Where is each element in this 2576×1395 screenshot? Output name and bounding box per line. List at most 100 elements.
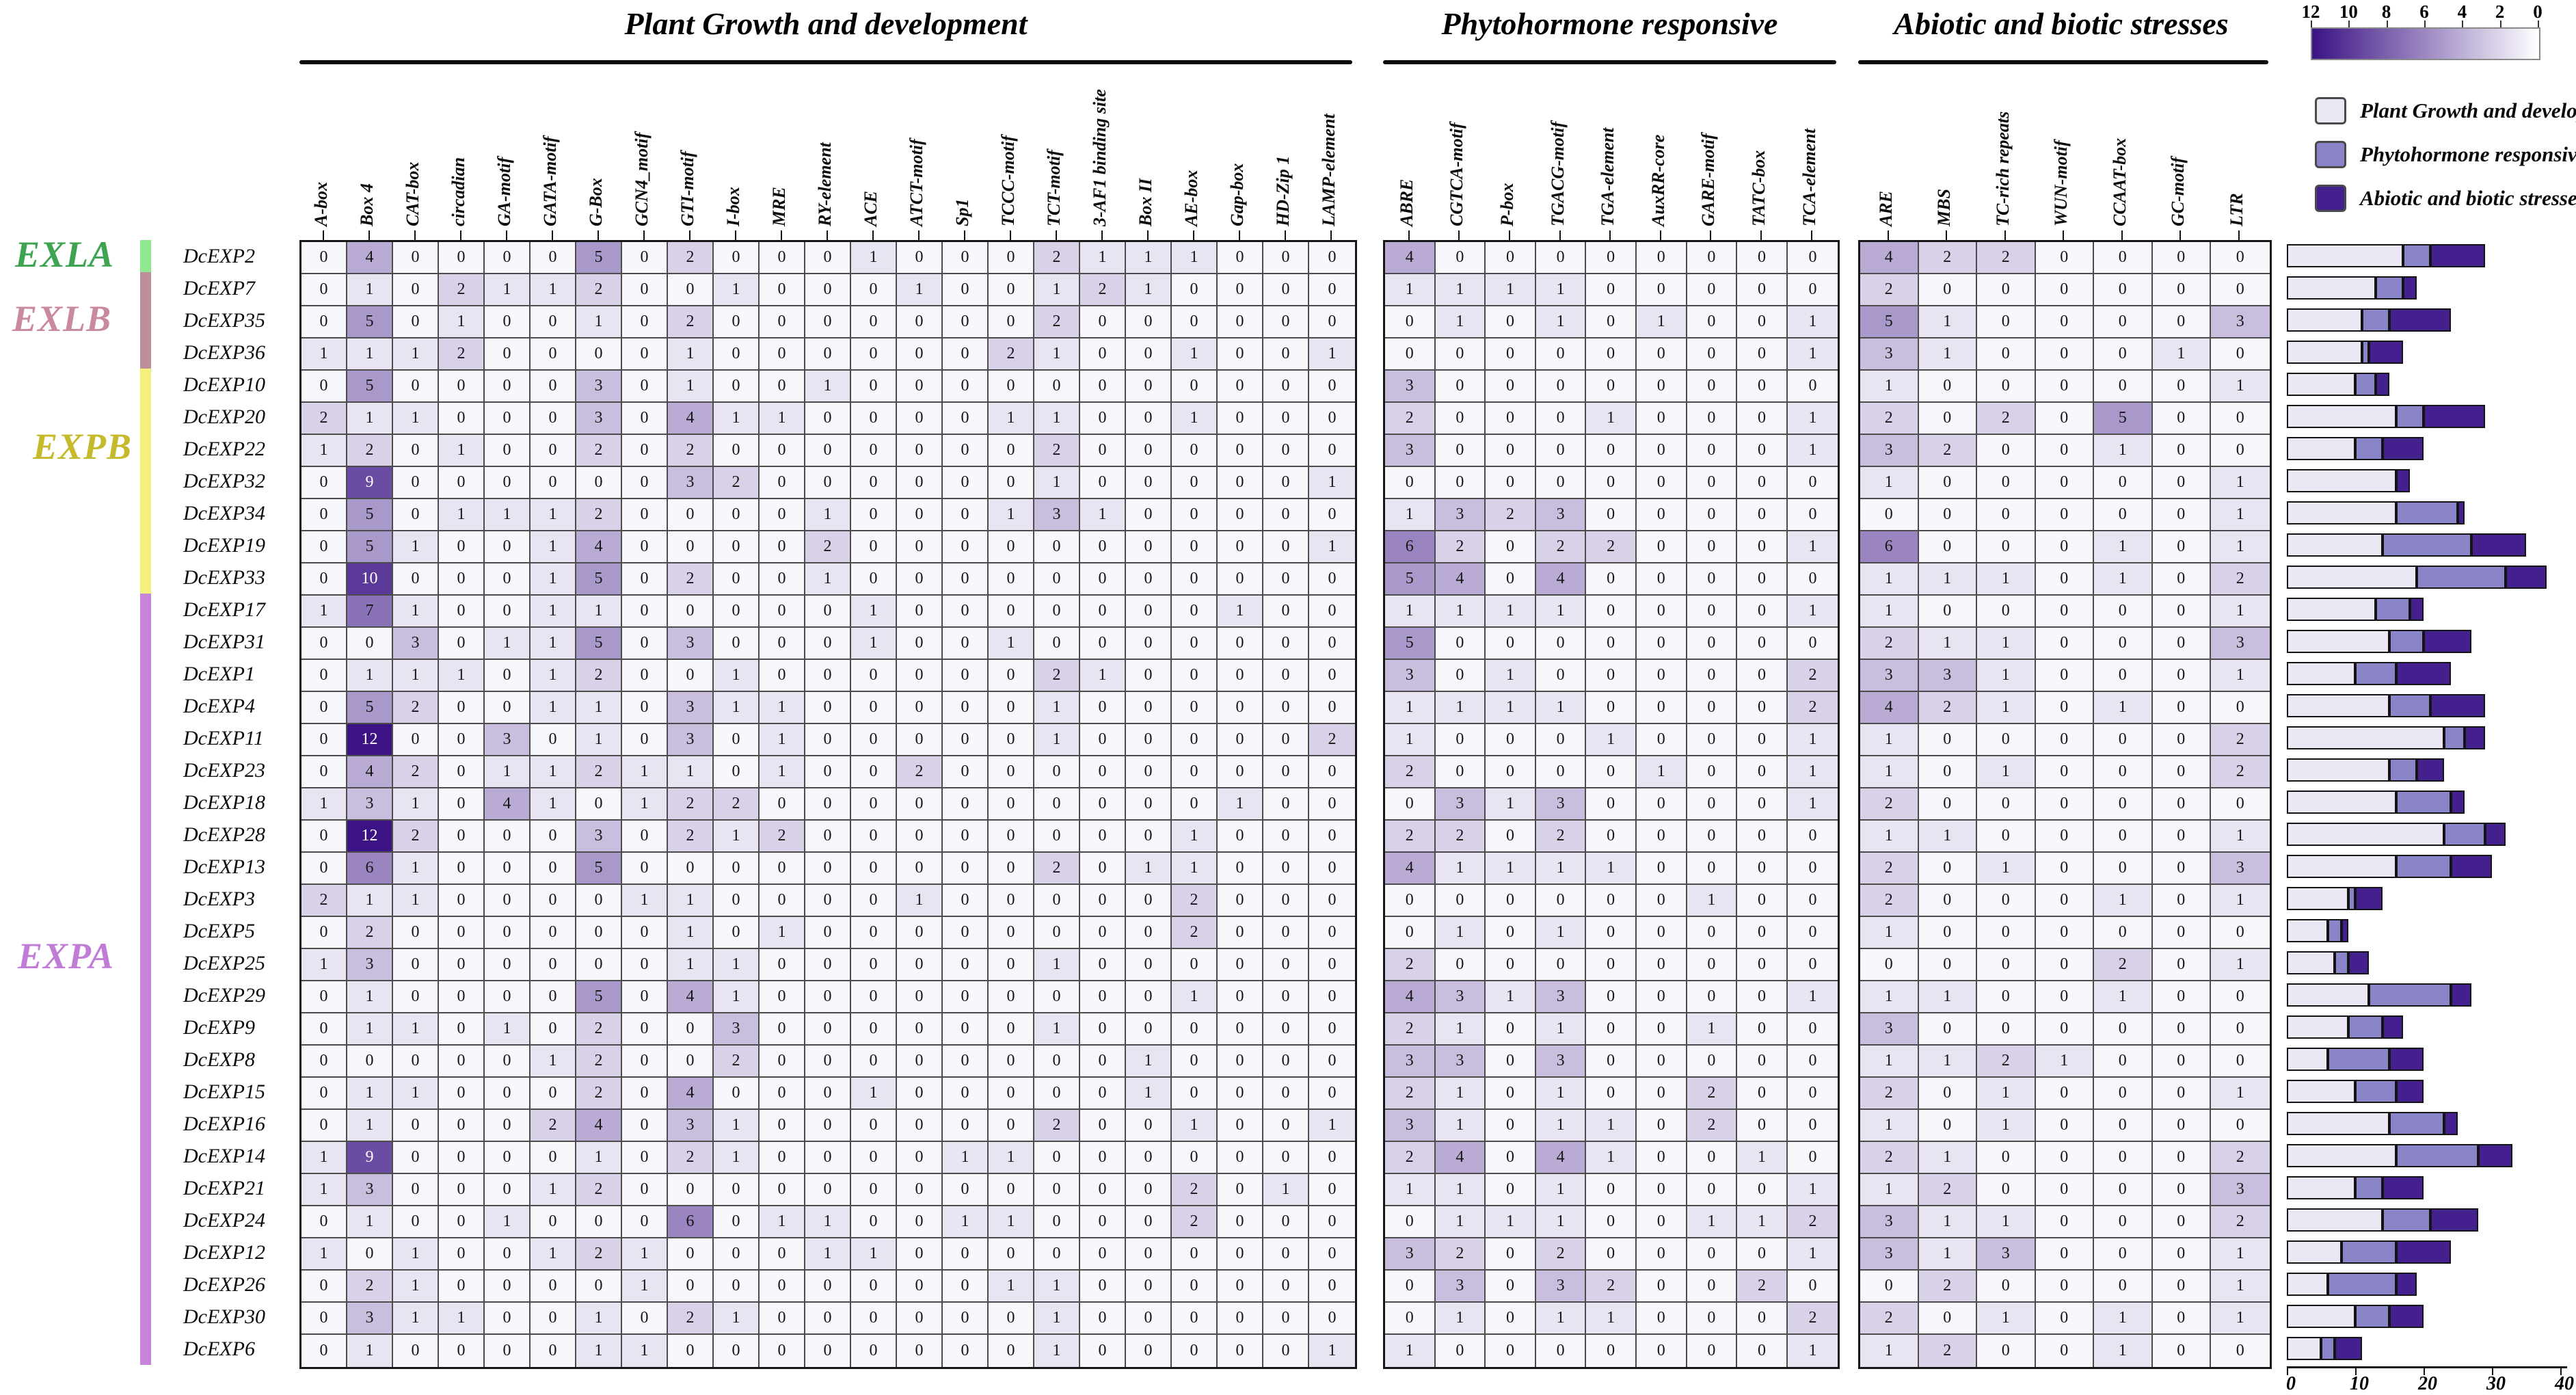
heatmap-cell: 0 xyxy=(531,435,576,467)
heatmap-cell: 1 xyxy=(2211,1303,2270,1335)
heatmap-cell: 0 xyxy=(1126,1206,1172,1238)
heatmap-cell: 0 xyxy=(2035,724,2094,756)
heatmap-cell: 1 xyxy=(714,692,760,724)
heatmap-cell: 0 xyxy=(531,467,576,499)
bar-segment-hormone xyxy=(2342,1240,2396,1264)
heatmap-cell: 0 xyxy=(1309,274,1355,306)
heatmap-cell: 0 xyxy=(1080,371,1126,403)
heatmap-cell: 0 xyxy=(1172,724,1218,756)
heatmap-cell: 1 xyxy=(393,1271,439,1303)
heatmap-cell: 0 xyxy=(2152,692,2211,724)
heatmap-cell: 0 xyxy=(851,1046,897,1078)
heatmap-cell: 0 xyxy=(2094,821,2153,853)
heatmap-cell: 3 xyxy=(1535,788,1587,821)
heatmap-cell: 0 xyxy=(2035,338,2094,371)
heatmap-cell: 0 xyxy=(1435,949,1486,981)
heatmap-cell: 0 xyxy=(897,821,943,853)
heatmap-cell: 0 xyxy=(576,949,622,981)
heatmap-cell: 0 xyxy=(1126,435,1172,467)
heatmap-cell: 0 xyxy=(805,821,851,853)
heatmap-cell: 0 xyxy=(2094,274,2153,306)
heatmap-cell: 0 xyxy=(485,1335,531,1367)
bar-segment-hormone xyxy=(2403,244,2430,267)
heatmap-cell: 0 xyxy=(989,1013,1034,1046)
column-header-growth: TCT-motif xyxy=(1032,72,1078,240)
heatmap-cell: 0 xyxy=(439,596,485,628)
heatmap-cell: 1 xyxy=(622,1335,668,1367)
heatmap-cell: 0 xyxy=(1218,435,1263,467)
heatmap-cell: 0 xyxy=(1435,1335,1486,1367)
heatmap-cell: 0 xyxy=(1787,1271,1838,1303)
heatmap-cell: 0 xyxy=(1126,531,1172,563)
column-header-hormone: CGTCA-motif xyxy=(1434,72,1484,240)
heatmap-cell: 3 xyxy=(1435,788,1486,821)
heatmap-cell: 0 xyxy=(1172,660,1218,692)
heatmap-cell: 0 xyxy=(2152,242,2211,274)
heatmap-cell: 0 xyxy=(2094,628,2153,660)
heatmap-cell: 0 xyxy=(1636,531,1687,563)
bar-segment-growth xyxy=(2287,566,2417,589)
heatmap-cell: 0 xyxy=(301,1303,347,1335)
gene-label: DcEXP10 xyxy=(183,373,265,396)
heatmap-cell: 0 xyxy=(622,371,668,403)
heatmap-cell: 0 xyxy=(1486,1271,1536,1303)
heatmap-cell: 1 xyxy=(1535,1303,1587,1335)
heatmap-cell: 3 xyxy=(576,371,622,403)
heatmap-cell: 1 xyxy=(897,885,943,917)
heatmap-cell: 0 xyxy=(1586,949,1637,981)
heatmap-cell: 0 xyxy=(1687,371,1738,403)
heatmap-cell: 0 xyxy=(2094,1271,2153,1303)
bar-segment-growth xyxy=(2287,405,2396,428)
heatmap-cell: 1 xyxy=(1918,306,1977,338)
heatmap-cell: 0 xyxy=(1385,885,1436,917)
heatmap-cell: 0 xyxy=(2152,1110,2211,1142)
heatmap-cell: 1 xyxy=(1787,981,1838,1013)
heatmap-cell: 0 xyxy=(714,435,760,467)
heatmap-cell: 1 xyxy=(1860,724,1919,756)
column-header-stress: LTR xyxy=(2209,72,2268,240)
heatmap-cell: 1 xyxy=(393,853,439,885)
heatmap-cell: 0 xyxy=(1385,338,1436,371)
heatmap-cell: 0 xyxy=(851,885,897,917)
heatmap-cell: 0 xyxy=(1309,563,1355,596)
heatmap-cell: 0 xyxy=(714,531,760,563)
heatmap-cell: 0 xyxy=(1636,403,1687,435)
heatmap-cell: 0 xyxy=(1263,628,1309,660)
heatmap-cell: 0 xyxy=(622,435,668,467)
bar-segment-growth xyxy=(2287,1305,2355,1328)
heatmap-cell: 1 xyxy=(760,403,805,435)
heatmap-cell: 0 xyxy=(1586,435,1637,467)
heatmap-cell: 1 xyxy=(1535,274,1587,306)
heatmap-cell: 0 xyxy=(576,338,622,371)
heatmap-cell: 0 xyxy=(2094,1142,2153,1174)
heatmap-cell: 0 xyxy=(805,1174,851,1206)
heatmap-cell: 0 xyxy=(2152,1046,2211,1078)
heatmap-cell: 0 xyxy=(622,1013,668,1046)
gene-label: DcEXP25 xyxy=(183,951,265,974)
bar-segment-stress xyxy=(2355,887,2383,910)
heatmap-cell: 0 xyxy=(760,660,805,692)
heatmap-cell: 0 xyxy=(1172,1271,1218,1303)
heatmap-cell: 1 xyxy=(1636,306,1687,338)
heatmap-cell: 0 xyxy=(1687,1238,1738,1271)
heatmap-cell: 0 xyxy=(668,1046,714,1078)
heatmap-cell: 0 xyxy=(1918,274,1977,306)
heatmap-cell: 0 xyxy=(760,467,805,499)
heatmap-cell: 1 xyxy=(760,1206,805,1238)
column-header-tick xyxy=(414,230,416,240)
bar-segment-growth xyxy=(2287,501,2396,524)
column-header-tick xyxy=(1330,230,1332,240)
heatmap-cell: 0 xyxy=(760,274,805,306)
heatmap-cell: 0 xyxy=(485,1271,531,1303)
heatmap-cell: 2 xyxy=(1687,1110,1738,1142)
heatmap-cell: 0 xyxy=(1263,274,1309,306)
heatmap-cell: 0 xyxy=(1218,756,1263,788)
column-header-stress: ARE xyxy=(1858,72,1917,240)
heatmap-cell: 3 xyxy=(1385,371,1436,403)
heatmap-cell: 0 xyxy=(1172,371,1218,403)
heatmap-cell: 1 xyxy=(1486,1206,1536,1238)
heatmap-cell: 0 xyxy=(531,1271,576,1303)
heatmap-cell: 1 xyxy=(989,403,1034,435)
